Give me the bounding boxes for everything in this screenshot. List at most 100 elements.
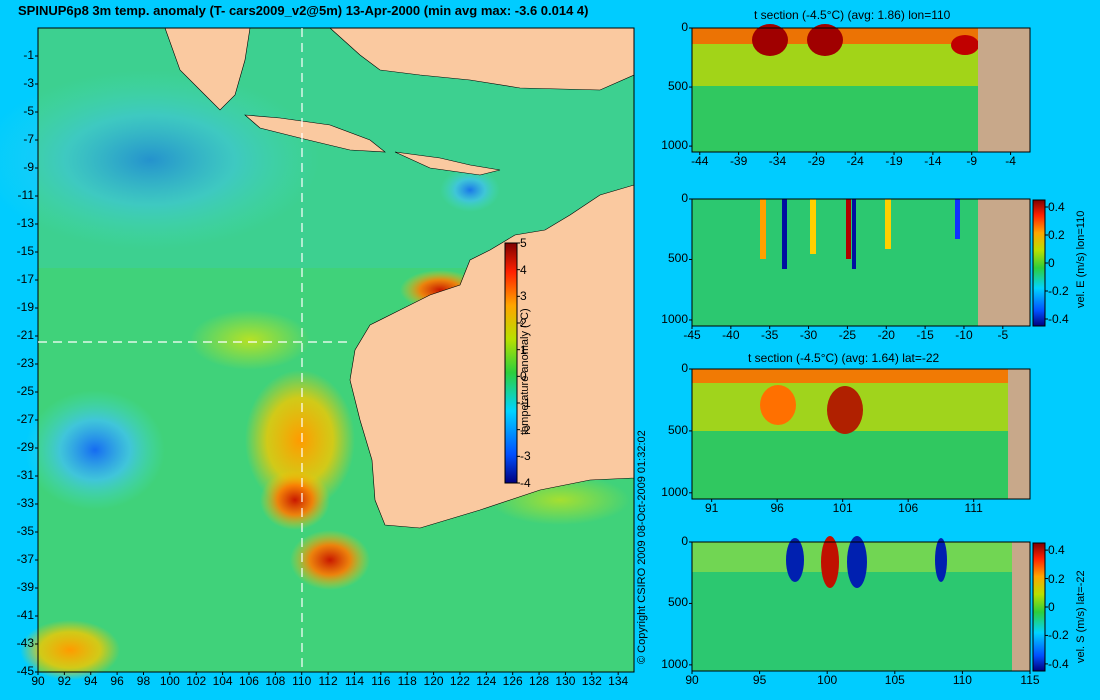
- y-tick-label: -31: [16, 468, 34, 482]
- x-tick-label: 120: [423, 674, 444, 688]
- y-tick-label: 1000: [661, 311, 688, 326]
- x-tick-label: -5: [997, 328, 1009, 342]
- x-tick-label: 95: [752, 673, 767, 687]
- x-tick-label: 128: [529, 674, 550, 688]
- map-title: SPINUP6p8 3m temp. anomaly (T- cars2009_…: [18, 3, 589, 18]
- x-tick-label: 106: [898, 501, 919, 515]
- x-tick-label: 108: [265, 674, 286, 688]
- x-tick-label: 118: [397, 674, 417, 688]
- y-tick-label: 0: [681, 191, 688, 205]
- y-tick-label: 500: [667, 422, 688, 437]
- panel1-land: [978, 28, 1030, 152]
- panel3-surface-layer: [692, 369, 1008, 383]
- y-tick-label: -11: [17, 188, 34, 202]
- y-tick-label: 1000: [661, 656, 688, 671]
- y-tick-label: 500: [667, 79, 688, 94]
- colorbar-tick-label: -4: [520, 476, 531, 490]
- x-tick-label: -10: [955, 328, 973, 342]
- y-tick-label: -25: [16, 384, 34, 398]
- x-tick-label: 116: [371, 674, 391, 688]
- x-tick-label: 104: [212, 674, 233, 688]
- panel2-velocity-streak: [760, 199, 766, 259]
- x-tick-label: -25: [838, 328, 857, 342]
- x-tick-label: -9: [966, 154, 978, 168]
- colorbar-tick-label: 0.4: [1048, 200, 1065, 214]
- land-australia: [349, 184, 635, 529]
- panel3-land: [1008, 369, 1030, 499]
- x-tick-label: 110: [292, 674, 312, 688]
- map-frame: [37, 27, 635, 673]
- panel2-field: [692, 199, 1030, 326]
- x-tick-label: 100: [817, 673, 838, 687]
- colorbar-tick-label: -2: [520, 422, 531, 437]
- x-tick-label: 124: [476, 674, 497, 688]
- section-title-t-lon: t section (-4.5°C) (avg: 1.86) lon=110: [754, 8, 951, 22]
- x-tick-label: -14: [924, 154, 942, 168]
- colorbar-tick-label: 0.2: [1048, 571, 1065, 586]
- y-tick-label: 1000: [661, 138, 688, 153]
- y-tick-label: 500: [667, 251, 688, 266]
- y-tick-label: -35: [16, 524, 34, 538]
- x-tick-label: 90: [31, 674, 45, 688]
- map-warm-eddy: [245, 370, 355, 510]
- x-tick-label: 102: [186, 674, 207, 688]
- x-tick-label: 91: [704, 501, 719, 515]
- colorbar-tick-label: 5: [520, 236, 527, 250]
- x-tick-label: -45: [683, 328, 701, 342]
- x-tick-label: 111: [964, 501, 983, 515]
- x-tick-label: 134: [608, 674, 629, 688]
- y-tick-label: -43: [16, 636, 34, 650]
- colorbar-tick-label: 0: [1048, 600, 1055, 614]
- x-tick-label: -39: [729, 154, 748, 168]
- colorbar-vel-s-label: vel. S (m/s) lat=-22: [1075, 570, 1087, 663]
- tick-marks: [35, 27, 1048, 675]
- y-tick-label: -39: [16, 580, 34, 594]
- y-tick-label: -13: [16, 216, 34, 230]
- x-tick-label: 122: [449, 674, 470, 688]
- map-warm-eddy: [20, 620, 120, 680]
- x-tick-label: 112: [318, 674, 338, 688]
- colorbar-tick-label: -0.4: [1048, 656, 1069, 671]
- x-tick-label: 96: [770, 501, 784, 515]
- colorbar-tick-label: 0: [520, 369, 527, 384]
- y-tick-label: -33: [16, 496, 34, 510]
- y-tick-label: 1000: [661, 484, 688, 499]
- colorbar-tick-label: -0.2: [1048, 284, 1069, 298]
- land-lesser-sunda: [394, 151, 501, 176]
- colorbar-tick-label: 2: [520, 316, 527, 330]
- panel1-frame: [691, 27, 1031, 153]
- x-tick-label: -19: [885, 154, 903, 168]
- colorbar-tick-label: 0.2: [1048, 228, 1065, 242]
- x-tick-label: 106: [238, 674, 259, 688]
- colorbar-tick-label: 3: [520, 289, 527, 304]
- panel2-land: [978, 199, 1030, 326]
- panel2-velocity-streak: [885, 199, 891, 249]
- colorbar-tick-label: -0.2: [1048, 628, 1069, 643]
- x-tick-label: -4: [1005, 154, 1016, 168]
- land-java: [244, 114, 386, 153]
- x-tick-label: -20: [877, 328, 895, 342]
- y-tick-label: -5: [23, 104, 34, 118]
- panel4-frame: [691, 541, 1031, 672]
- x-tick-label: 94: [84, 674, 98, 688]
- x-tick-label: 101: [832, 501, 853, 515]
- panel1-warm-core: [752, 24, 788, 56]
- panel4-velocity-core: [786, 538, 804, 582]
- x-tick-label: 92: [57, 674, 72, 688]
- colorbar-vel-e: [1032, 199, 1046, 327]
- land-sumatra: [164, 27, 251, 111]
- colorbar-tick-label: -3: [520, 449, 531, 464]
- map-warm-eddy: [190, 310, 310, 370]
- x-tick-label: 132: [581, 674, 602, 688]
- colorbar-vel-e-label: vel. E (m/s) lon=110: [1075, 210, 1087, 308]
- colorbar-temperature: [504, 242, 518, 484]
- x-tick-label: 96: [110, 674, 124, 688]
- map-cool-region: [0, 70, 320, 250]
- colorbar-tick-label: 4: [520, 262, 527, 277]
- x-tick-label: 100: [159, 674, 180, 688]
- temperature-anomaly-map: [0, 27, 635, 680]
- panel1-warm-core: [807, 24, 843, 56]
- x-tick-label: -29: [807, 154, 825, 168]
- y-tick-label: -45: [16, 664, 34, 678]
